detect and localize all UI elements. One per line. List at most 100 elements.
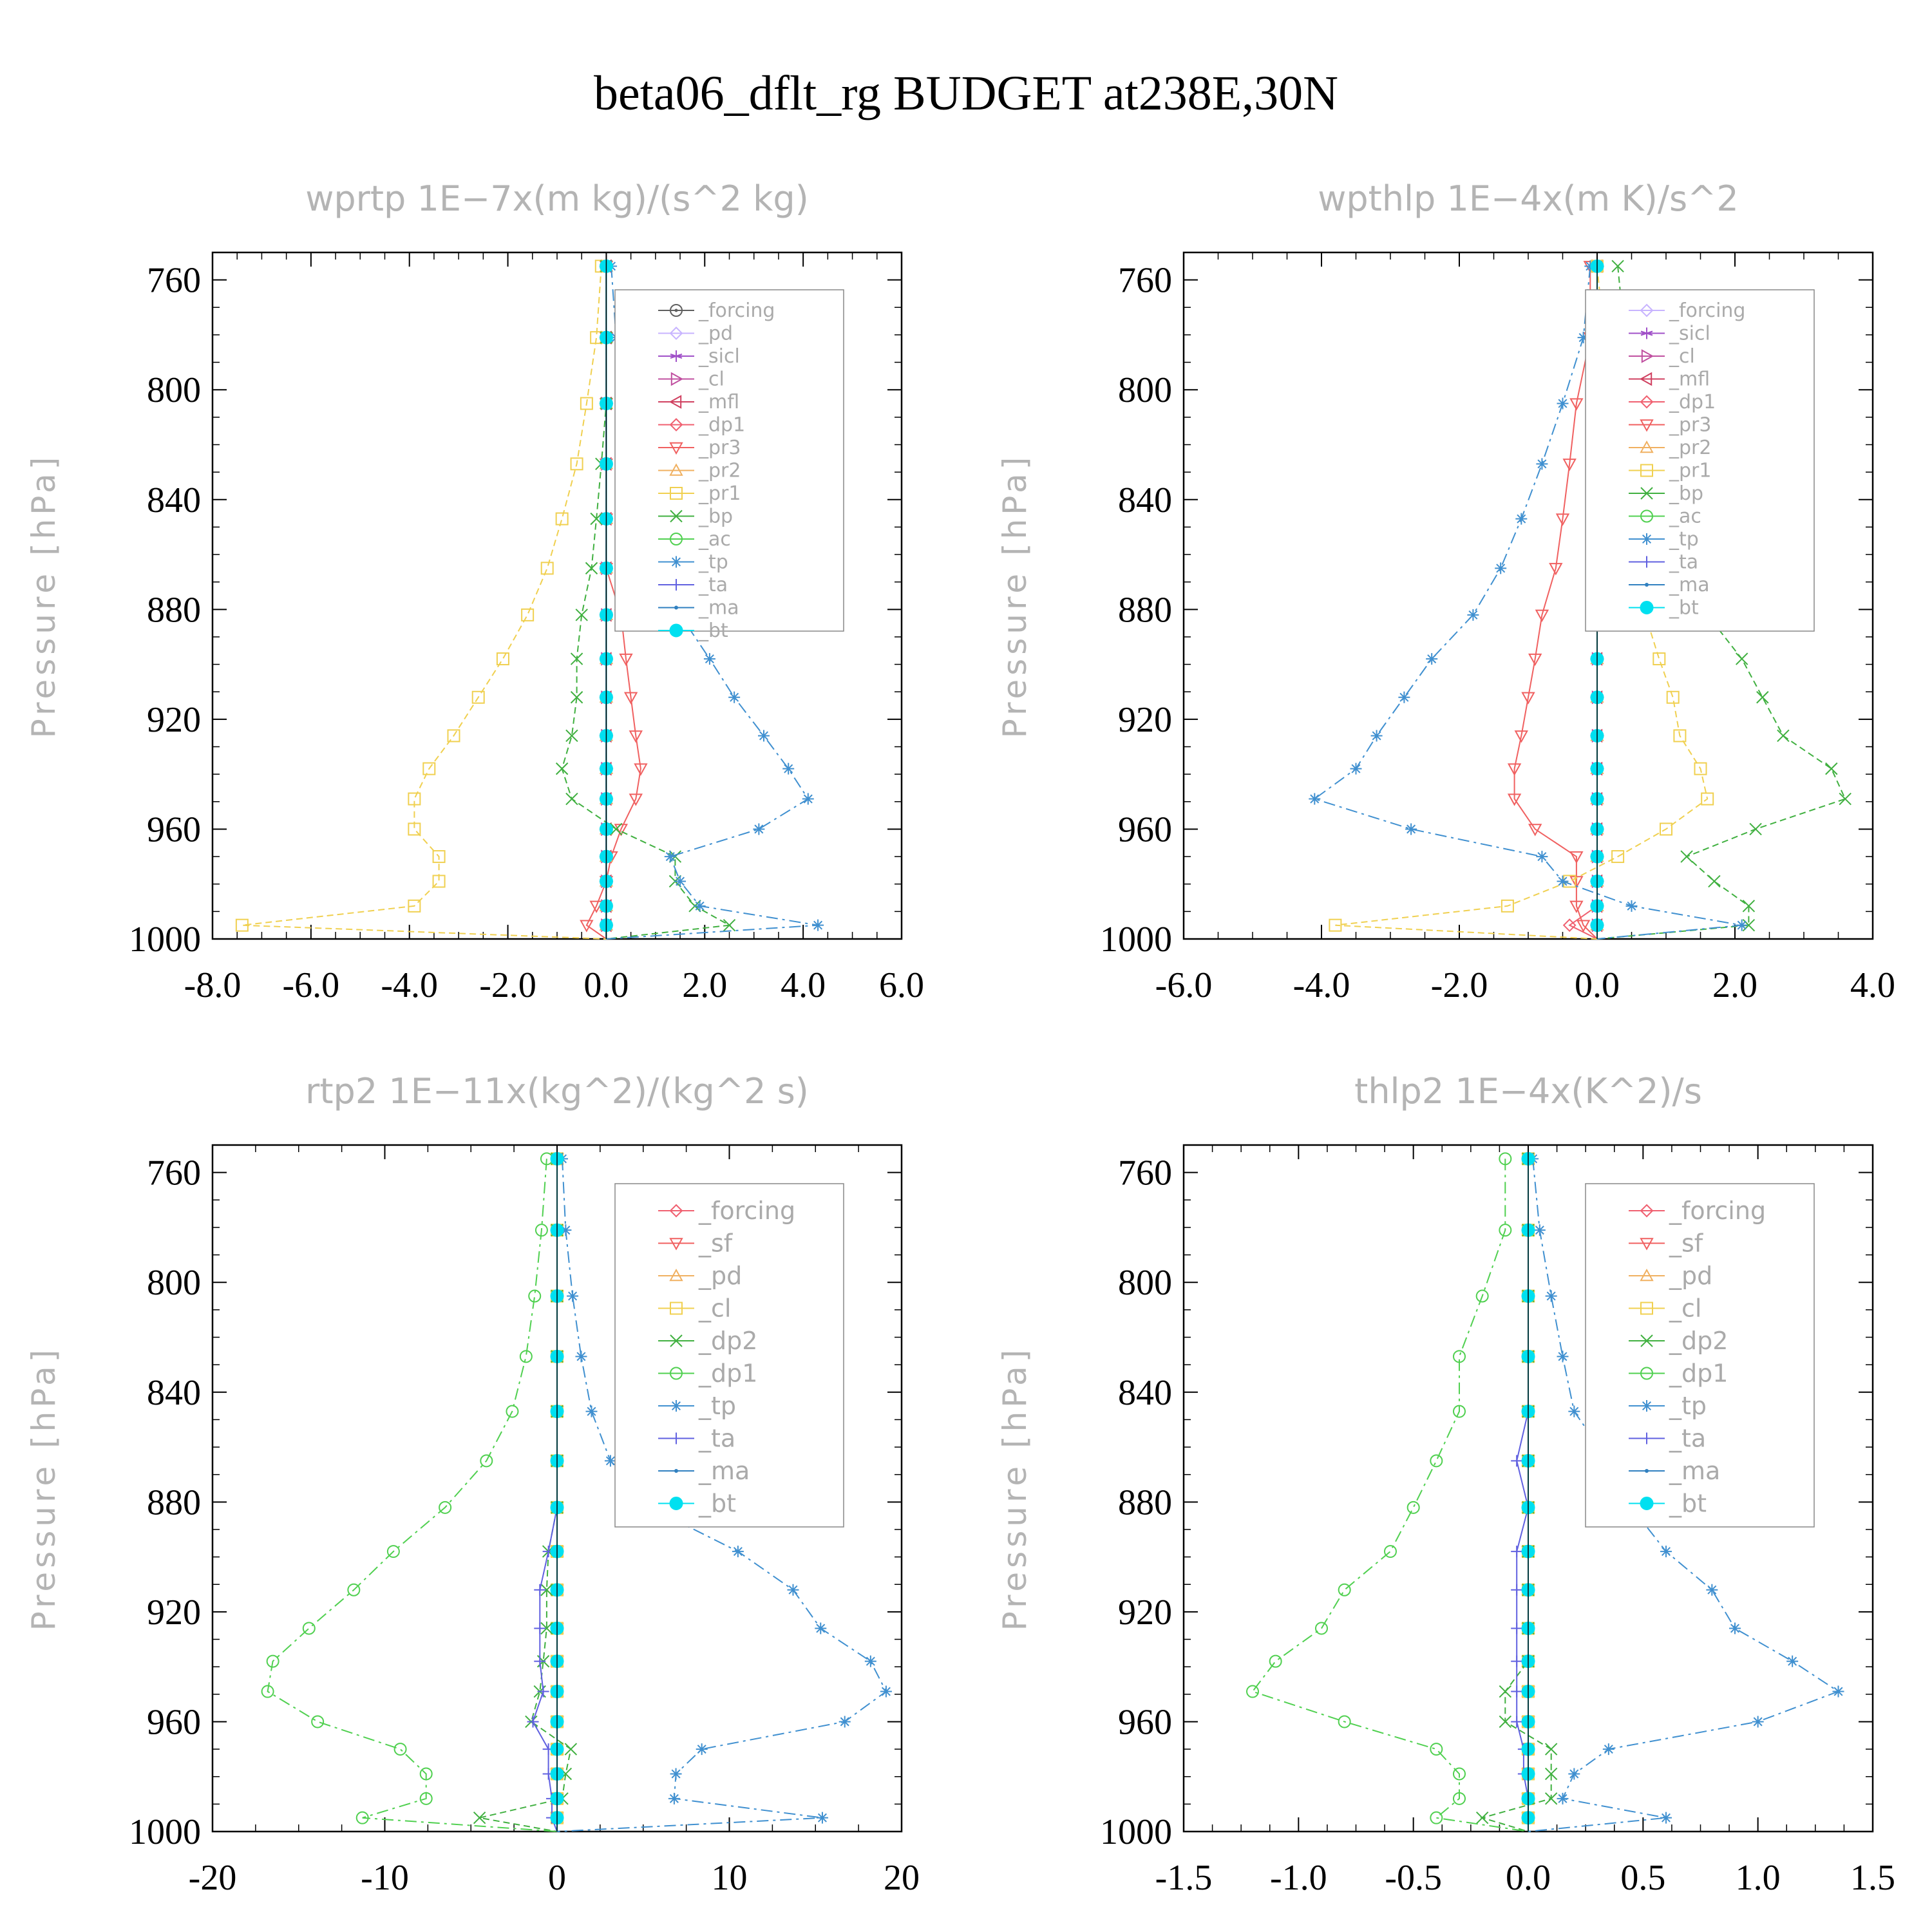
point-dp1 [1453, 1350, 1466, 1363]
point-pr3 [1555, 513, 1570, 526]
x-tick-label: -10 [361, 1858, 409, 1898]
legend-marker-pr3 [1640, 419, 1654, 432]
point-tp [1557, 1792, 1569, 1804]
point-dp1 [1453, 1767, 1466, 1781]
point-dp2 [1544, 1743, 1558, 1756]
point-pr1 [471, 690, 485, 704]
legend-marker-pr1 [1640, 464, 1653, 477]
point-bp [1825, 762, 1838, 775]
y-tick-label: 1000 [129, 1812, 201, 1852]
series-line-tp [1528, 1159, 1840, 1832]
legend-label: _dp1 [698, 414, 745, 437]
point-tp [1370, 730, 1383, 742]
panel-title: rtp2 1E−11x(kg^2)/(kg^2 s) [305, 1071, 809, 1112]
y-tick-label: 760 [147, 261, 201, 301]
point-dp1 [1269, 1654, 1282, 1668]
legend-marker-bt [669, 1497, 683, 1510]
point-dp2 [540, 1584, 553, 1596]
legend-marker-dp1 [669, 418, 683, 431]
legend-label: _cl [1669, 1294, 1701, 1323]
point-tp [1706, 1584, 1718, 1596]
panel-1: wprtp 1E−7x(m kg)/(s^2 kg) Pressure [hPa]… [25, 178, 924, 1005]
point-bp [1742, 900, 1756, 913]
point-bp [565, 792, 578, 806]
legend-marker-tp [1641, 533, 1653, 545]
point-ta [1511, 1716, 1523, 1728]
point-pr3 [1569, 851, 1584, 864]
point-tp [812, 919, 824, 931]
y-tick-label: 920 [147, 700, 201, 740]
point-bp [1611, 260, 1624, 273]
y-axis-label: Pressure [hPa] [25, 1346, 62, 1631]
point-dp1 [528, 1289, 542, 1303]
point-tp [1660, 1546, 1672, 1558]
series-line-dp1 [1251, 1159, 1529, 1832]
y-tick-label: 960 [1118, 1702, 1172, 1742]
point-dp1 [419, 1792, 433, 1805]
x-tick-label: 1.5 [1850, 1858, 1895, 1898]
x-tick-label: 20 [884, 1858, 920, 1898]
y-axis-label: Pressure [hPa] [25, 453, 62, 739]
point-tp [1729, 1622, 1741, 1634]
x-tick-label: 2.0 [1712, 965, 1757, 1005]
point-tp [753, 823, 765, 835]
y-tick-label: 800 [1118, 1263, 1172, 1303]
point-tp [782, 762, 795, 775]
legend-marker-bp [670, 509, 683, 523]
point-ta [534, 1584, 546, 1596]
legend-marker-sicl [670, 350, 683, 362]
legend-label: _bp [1669, 482, 1703, 505]
point-pr1 [1694, 762, 1707, 775]
y-tick-label: 960 [147, 1702, 201, 1742]
point-dp1 [1475, 1289, 1489, 1303]
legend-label: _bp [698, 506, 733, 528]
x-tick-label: -20 [189, 1858, 237, 1898]
point-ta [534, 1622, 546, 1634]
legend-label: _ta [698, 574, 728, 596]
series-line-pr3 [1513, 266, 1598, 940]
point-bp [555, 762, 569, 775]
point-dp1 [519, 1350, 533, 1363]
series-line-dp1 [267, 1159, 558, 1832]
legend-label: _cl [698, 1294, 731, 1323]
legend-marker-ta [1641, 556, 1653, 568]
point-tp [1557, 1350, 1569, 1363]
point-pr3 [629, 793, 643, 806]
legend-box [1585, 1183, 1815, 1528]
legend-label: _tp [1669, 1392, 1707, 1420]
legend-label: _ac [1669, 506, 1701, 528]
point-pr1 [1611, 850, 1625, 864]
x-tick-label: 1.0 [1736, 1858, 1781, 1898]
point-ta [1511, 1622, 1523, 1634]
legend-marker-pr2 [1640, 440, 1654, 453]
point-tp [1625, 900, 1638, 912]
legend-marker-ma [674, 1469, 678, 1473]
point-tp [668, 1792, 680, 1804]
x-tick-label: 0.5 [1620, 1858, 1665, 1898]
legend-marker-ma [1645, 583, 1649, 587]
point-bp [1756, 691, 1769, 704]
legend-label: _cl [698, 368, 724, 391]
y-tick-label: 880 [147, 590, 201, 630]
legend-label: _pr2 [1669, 437, 1711, 459]
legend: _forcing_pd_sicl_cl_mfl_dp1_pr3_pr2_pr1_… [614, 289, 844, 642]
legend-marker-ac [1640, 509, 1653, 523]
point-tp [575, 1350, 587, 1363]
point-pr1 [408, 899, 421, 913]
legend-marker-tp [670, 1400, 682, 1412]
point-dp2 [1544, 1792, 1558, 1805]
x-tick-label: -2.0 [1431, 965, 1488, 1005]
legend-label: _dp2 [698, 1327, 757, 1355]
point-pr1 [1653, 652, 1666, 666]
point-dp2 [540, 1622, 553, 1635]
panel-4: thlp2 1E−4x(K^2)/s Pressure [hPa] -1.5 -1.0… [996, 1071, 1895, 1898]
legend-marker-ac [670, 533, 683, 545]
legend: _forcing _sf _pd _cl _dp2 _dp1 _tp _ta _ma _bt [1585, 1183, 1815, 1528]
point-ta [534, 1655, 546, 1667]
point-tp [1405, 823, 1417, 835]
legend-marker-pd [1640, 1268, 1654, 1282]
point-tp [1557, 397, 1569, 410]
legend-label: _pr3 [1669, 414, 1711, 437]
x-tick-label: 0.0 [1506, 1858, 1551, 1898]
legend-marker-sf [669, 1238, 683, 1251]
